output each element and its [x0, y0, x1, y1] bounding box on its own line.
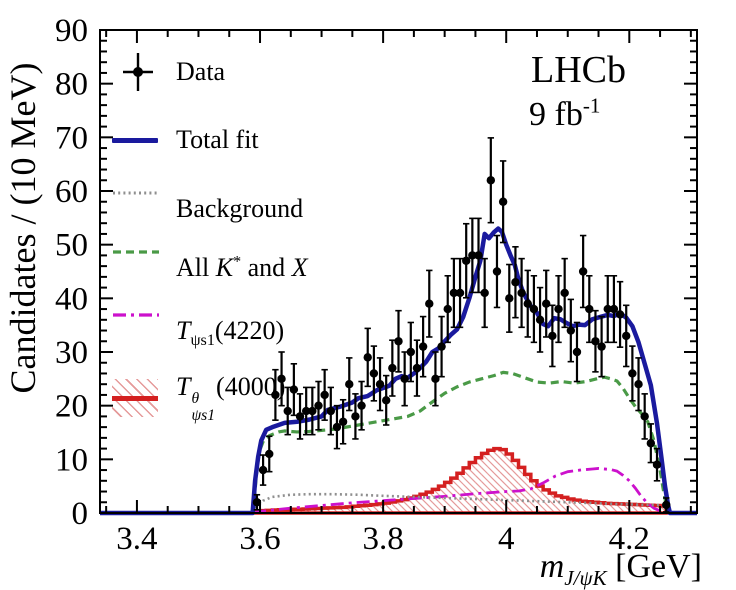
series-t-psis1-theta-4000- — [254, 449, 666, 513]
x-tick-label: 4 — [498, 521, 515, 557]
x-tick-label: 3.8 — [362, 521, 403, 557]
y-tick-label: 90 — [55, 13, 88, 49]
y-tick-label: 20 — [55, 389, 88, 425]
plot-frame — [100, 30, 697, 513]
y-tick-label: 60 — [55, 174, 88, 210]
x-tick-label: 3.6 — [239, 521, 280, 557]
y-tick-label: 80 — [55, 67, 88, 103]
axis-ticks — [100, 30, 697, 513]
series-all-k-and-x — [253, 372, 668, 513]
y-tick-label: 40 — [55, 281, 88, 317]
x-tick-label: 4.2 — [609, 521, 650, 557]
y-tick-label: 10 — [55, 442, 88, 478]
y-tick-label: 50 — [55, 228, 88, 264]
y-tick-label: 0 — [72, 496, 89, 532]
y-tick-label: 30 — [55, 335, 88, 371]
x-tick-label: 3.4 — [116, 521, 157, 557]
tick-labels: 0 10 20 30 40 50 60 70 80 90 3.4 3.6 3.8 4 4.2 — [55, 13, 650, 557]
y-tick-label: 70 — [55, 120, 88, 156]
